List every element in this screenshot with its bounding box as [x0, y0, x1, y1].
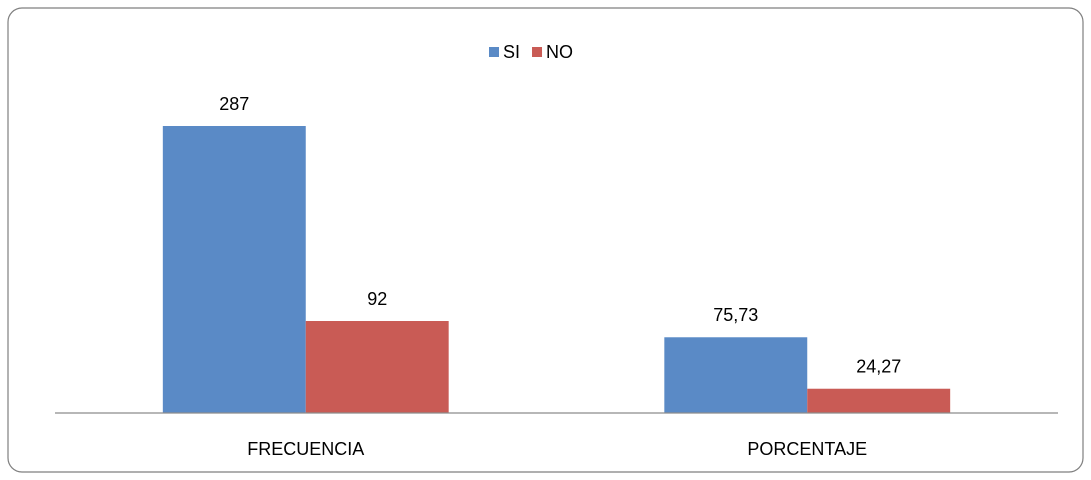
- x-tick-label: PORCENTAJE: [747, 439, 867, 459]
- bar: [305, 321, 449, 413]
- data-label: 24,27: [856, 356, 901, 376]
- legend-swatch: [532, 47, 543, 57]
- legend-label: NO: [546, 42, 573, 62]
- bar: [807, 388, 951, 413]
- x-tick-label: FRECUENCIA: [247, 439, 364, 459]
- bar: [664, 337, 808, 413]
- bar: [162, 126, 306, 413]
- data-label: 287: [219, 94, 249, 114]
- data-label: 92: [367, 289, 387, 309]
- legend-label: SI: [503, 42, 520, 62]
- data-label: 75,73: [713, 305, 758, 325]
- legend-swatch: [489, 47, 499, 57]
